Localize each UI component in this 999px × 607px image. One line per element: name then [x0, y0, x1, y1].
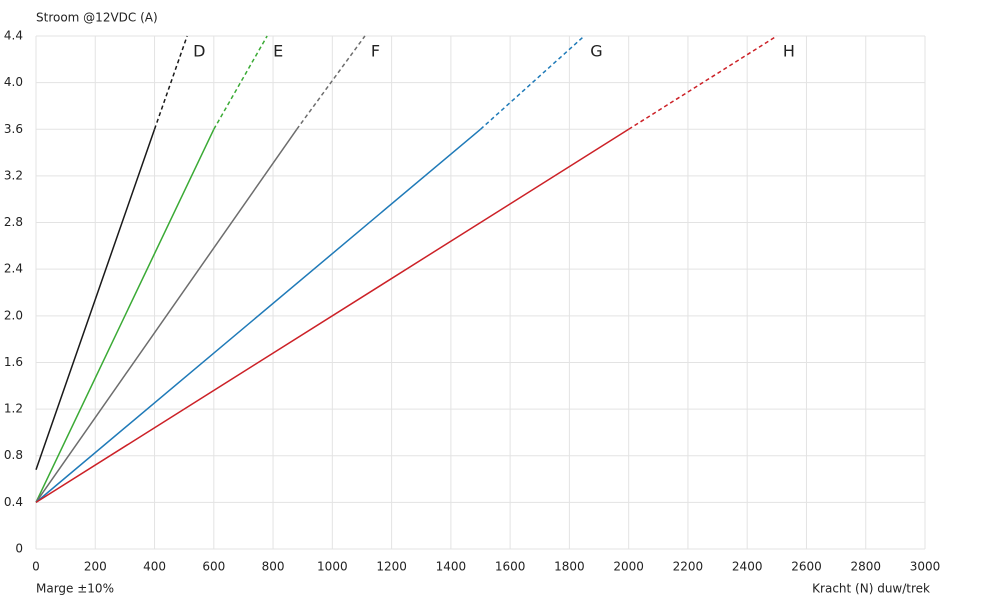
note: Marge ±10% — [36, 582, 114, 596]
x-tick-label: 1400 — [436, 560, 467, 574]
series-label: H — [783, 42, 795, 61]
x-tick-label: 200 — [84, 560, 107, 574]
x-axis-label: Kracht (N) duw/trek — [812, 582, 930, 596]
x-tick-label: 1800 — [554, 560, 585, 574]
x-tick-label: 1600 — [495, 560, 526, 574]
x-tick-label: 600 — [202, 560, 225, 574]
chart-title: Stroom @12VDC (A) — [36, 11, 158, 25]
series-line — [628, 35, 778, 130]
series-line — [35, 128, 298, 503]
x-tick-label: 2200 — [673, 560, 704, 574]
y-tick-label: 2.8 — [4, 215, 23, 229]
series-line — [213, 35, 268, 130]
series-label: E — [273, 42, 283, 61]
series-label: F — [371, 42, 380, 61]
series-line — [35, 129, 156, 470]
x-tick-label: 0 — [32, 560, 40, 574]
series-label: G — [590, 42, 602, 61]
x-tick-label: 2400 — [732, 560, 763, 574]
series-line — [153, 35, 188, 130]
series-line — [479, 35, 585, 130]
y-tick-label: 2.4 — [4, 262, 23, 276]
y-tick-label: 0.4 — [4, 495, 23, 509]
series-line — [296, 35, 366, 130]
series-line — [35, 128, 481, 503]
x-tick-label: 1200 — [376, 560, 407, 574]
y-tick-label: 4.0 — [4, 75, 23, 89]
x-tick-label: 2800 — [850, 560, 881, 574]
y-tick-label: 2.0 — [4, 308, 23, 322]
y-tick-label: 3.6 — [4, 122, 23, 136]
y-tick-label: 1.2 — [4, 402, 23, 416]
y-tick-label: 1.6 — [4, 355, 23, 369]
y-tick-label: 4.4 — [4, 29, 23, 43]
x-tick-label: 1000 — [317, 560, 348, 574]
x-tick-label: 2600 — [791, 560, 822, 574]
series-label: D — [193, 42, 205, 61]
x-tick-label: 3000 — [910, 560, 941, 574]
series-line — [35, 128, 630, 503]
x-tick-label: 400 — [143, 560, 166, 574]
x-tick-label: 800 — [262, 560, 285, 574]
y-tick-label: 0.8 — [4, 448, 23, 462]
series-line — [35, 128, 215, 503]
y-tick-label: 3.2 — [4, 168, 23, 182]
x-tick-label: 2000 — [613, 560, 644, 574]
y-tick-label: 0 — [15, 542, 23, 556]
